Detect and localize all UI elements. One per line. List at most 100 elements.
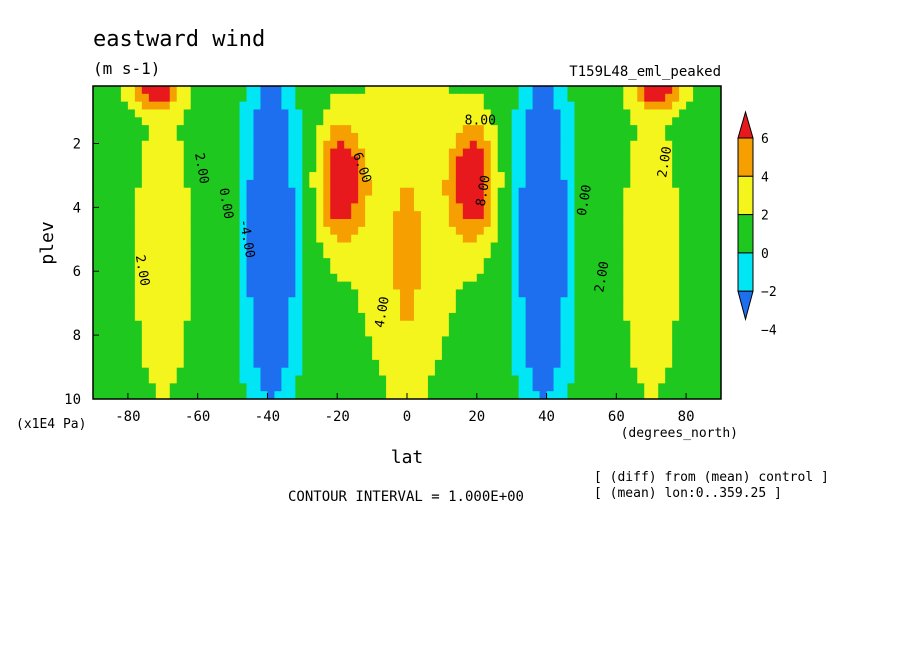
field-cell bbox=[351, 117, 359, 126]
field-cell bbox=[560, 179, 569, 189]
field-cell bbox=[386, 250, 394, 259]
field-cell bbox=[316, 86, 324, 95]
field-cell bbox=[532, 367, 541, 377]
field-cell bbox=[679, 320, 687, 330]
field-cell bbox=[204, 156, 213, 165]
field-cell bbox=[351, 242, 359, 251]
field-cell bbox=[623, 226, 631, 236]
field-cell bbox=[337, 179, 345, 189]
field-cell bbox=[567, 305, 576, 314]
field-cell bbox=[106, 320, 115, 330]
field-cell bbox=[644, 328, 652, 338]
field-cell bbox=[462, 172, 471, 181]
field-cell bbox=[665, 242, 673, 251]
field-cell bbox=[413, 265, 422, 275]
field-cell bbox=[714, 140, 721, 150]
field-cell bbox=[483, 211, 492, 220]
field-cell bbox=[351, 367, 359, 377]
field-cell bbox=[218, 320, 227, 330]
field-cell bbox=[504, 140, 513, 150]
field-cell bbox=[351, 273, 359, 283]
field-cell bbox=[344, 297, 352, 306]
field-cell bbox=[490, 226, 499, 236]
field-cell bbox=[134, 179, 143, 189]
field-cell bbox=[281, 187, 289, 197]
field-cell bbox=[239, 320, 248, 330]
field-cell bbox=[372, 148, 380, 158]
field-cell bbox=[427, 289, 436, 298]
field-cell bbox=[120, 125, 129, 134]
field-cell bbox=[113, 164, 122, 173]
field-cell bbox=[539, 203, 548, 212]
field-cell bbox=[413, 273, 422, 283]
field-cell bbox=[707, 352, 715, 361]
field-cell bbox=[106, 117, 115, 126]
field-cell bbox=[602, 273, 610, 283]
field-cell bbox=[434, 250, 443, 259]
field-cell bbox=[560, 125, 569, 134]
field-cell bbox=[218, 375, 227, 384]
field-cell bbox=[434, 226, 443, 236]
field-cell bbox=[344, 93, 352, 103]
field-cell bbox=[707, 281, 715, 291]
field-cell bbox=[602, 195, 610, 204]
field-cell bbox=[714, 242, 721, 251]
field-cell bbox=[204, 320, 213, 330]
field-cell bbox=[246, 336, 255, 345]
field-cell bbox=[448, 328, 457, 338]
field-cell bbox=[309, 93, 317, 103]
field-cell bbox=[372, 156, 380, 165]
field-cell bbox=[274, 320, 282, 330]
field-cell bbox=[330, 195, 338, 204]
field-cell bbox=[120, 164, 129, 173]
field-cell bbox=[616, 367, 624, 377]
field-cell bbox=[141, 344, 150, 353]
field-cell bbox=[588, 391, 596, 399]
field-cell bbox=[169, 187, 178, 197]
field-cell bbox=[630, 312, 638, 322]
field-cell bbox=[134, 148, 143, 158]
field-cell bbox=[483, 328, 492, 338]
field-cell bbox=[623, 164, 631, 173]
field-cell bbox=[497, 195, 506, 204]
field-cell bbox=[476, 86, 485, 95]
field-cell bbox=[211, 140, 220, 150]
field-cell bbox=[476, 273, 485, 283]
field-cell bbox=[588, 328, 596, 338]
field-cell bbox=[623, 117, 631, 126]
field-cell bbox=[511, 148, 520, 158]
field-cell bbox=[490, 179, 499, 189]
field-cell bbox=[351, 281, 359, 291]
field-cell bbox=[295, 219, 303, 228]
field-cell bbox=[693, 367, 701, 377]
field-cell bbox=[455, 148, 464, 158]
field-cell bbox=[183, 312, 192, 322]
field-cell bbox=[99, 265, 108, 275]
field-cell bbox=[637, 289, 645, 298]
field-cell bbox=[232, 234, 241, 244]
field-cell bbox=[281, 289, 289, 298]
field-cell bbox=[581, 242, 590, 251]
field-cell bbox=[134, 312, 143, 322]
field-cell bbox=[476, 219, 485, 228]
field-cell bbox=[337, 172, 345, 181]
field-cell bbox=[553, 117, 562, 126]
field-cell bbox=[448, 305, 457, 314]
field-cell bbox=[155, 148, 164, 158]
field-cell bbox=[113, 219, 122, 228]
field-cell bbox=[413, 109, 422, 118]
field-cell bbox=[546, 164, 555, 173]
field-cell bbox=[141, 203, 150, 212]
field-cell bbox=[239, 265, 248, 275]
field-cell bbox=[504, 352, 513, 361]
field-cell bbox=[616, 391, 624, 399]
field-cell bbox=[693, 125, 701, 134]
field-cell bbox=[434, 352, 443, 361]
field-cell bbox=[309, 383, 317, 392]
field-cell bbox=[148, 211, 157, 220]
field-cell bbox=[630, 367, 638, 377]
field-cell bbox=[700, 211, 708, 220]
field-cell bbox=[567, 383, 576, 392]
field-cell bbox=[400, 156, 408, 165]
field-cell bbox=[260, 265, 269, 275]
